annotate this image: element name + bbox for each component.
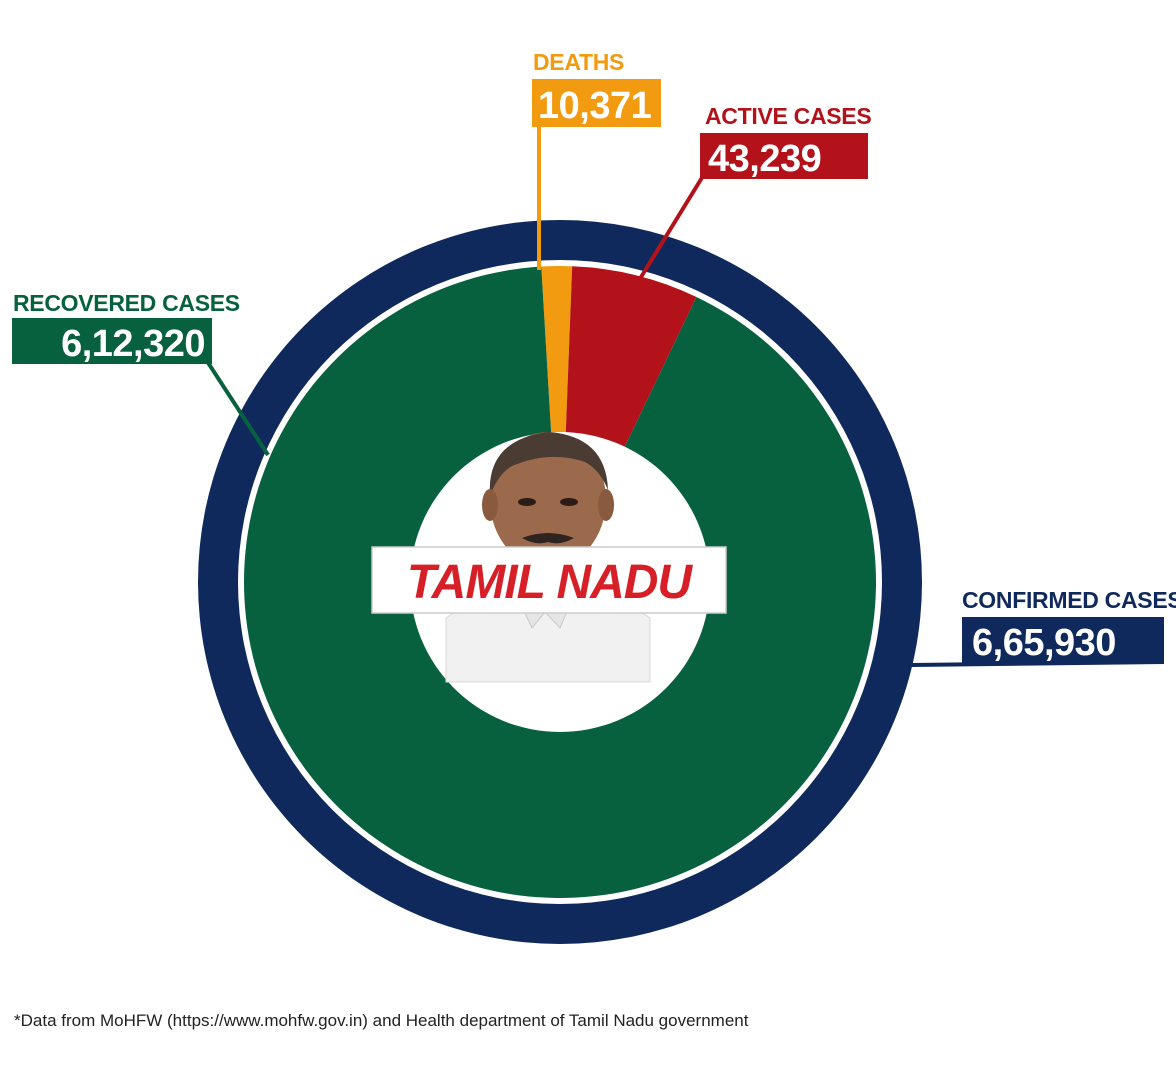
recovered-leader-line	[203, 356, 270, 457]
chart-title: TAMIL NADU	[407, 556, 694, 609]
recovered-cases-label: RECOVERED CASES	[13, 290, 240, 316]
deaths-value-box	[532, 79, 661, 127]
active-leader-line	[636, 174, 705, 284]
confirmed-callout: CONFIRMED CASES 6,65,930	[962, 587, 1176, 664]
confirmed-cases-value: 6,65,930	[972, 622, 1116, 664]
deaths-callout: DEATHS 10,371	[532, 49, 661, 127]
deaths-slice	[541, 265, 573, 582]
active-value-box	[700, 133, 868, 179]
active-cases-value: 43,239	[708, 138, 821, 180]
data-source-footnote: *Data from MoHFW (https://www.mohfw.gov.…	[14, 1011, 749, 1030]
deaths-label: DEATHS	[533, 49, 624, 75]
confirmed-cases-label: CONFIRMED CASES	[962, 587, 1176, 613]
recovered-value-box	[12, 318, 212, 364]
confirmed-value-box	[962, 617, 1164, 663]
active-cases-label: ACTIVE CASES	[705, 103, 871, 129]
title-plate: TAMIL NADU	[371, 546, 727, 614]
deaths-value: 10,371	[538, 85, 652, 127]
recovered-cases-value: 6,12,320	[61, 323, 205, 365]
active-callout: ACTIVE CASES 43,239	[700, 103, 872, 180]
recovered-callout: RECOVERED CASES 6,12,320	[12, 290, 240, 365]
